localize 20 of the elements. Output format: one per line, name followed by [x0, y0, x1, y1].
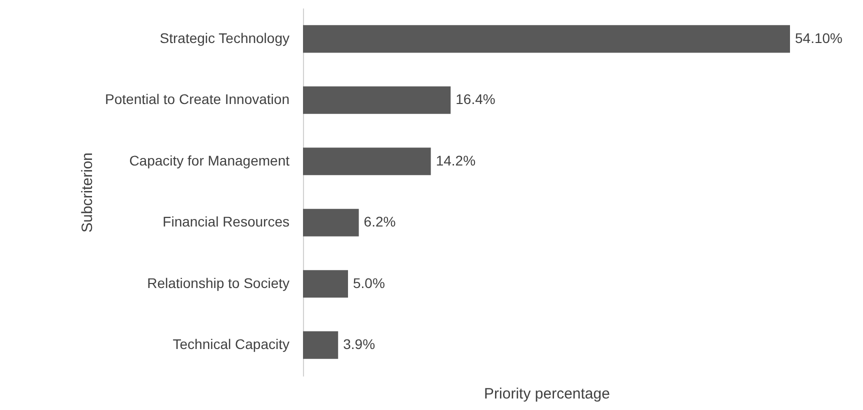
y-tick-label: Technical Capacity — [172, 336, 290, 352]
x-axis-title: Priority percentage — [484, 386, 610, 402]
bar — [303, 270, 348, 298]
y-axis-title: Subcriterion — [79, 152, 96, 233]
bar — [303, 208, 359, 236]
y-tick-label: Capacity for Management — [129, 152, 290, 168]
bar — [303, 86, 451, 114]
data-label: 3.9% — [343, 336, 376, 352]
data-label: 14.2% — [436, 152, 476, 168]
y-tick-label: Financial Resources — [162, 214, 290, 230]
data-label: 5.0% — [353, 274, 385, 291]
data-label: 54.10% — [795, 30, 842, 46]
data-label: 16.4% — [456, 91, 496, 108]
data-label: 6.2% — [364, 214, 396, 230]
y-tick-label: Strategic Technology — [160, 30, 290, 46]
y-tick-label: Relationship to Society — [147, 274, 290, 291]
y-tick-label: Potential to Create Innovation — [105, 91, 290, 108]
bar — [303, 25, 790, 53]
bar — [303, 331, 338, 359]
bar — [303, 148, 431, 176]
